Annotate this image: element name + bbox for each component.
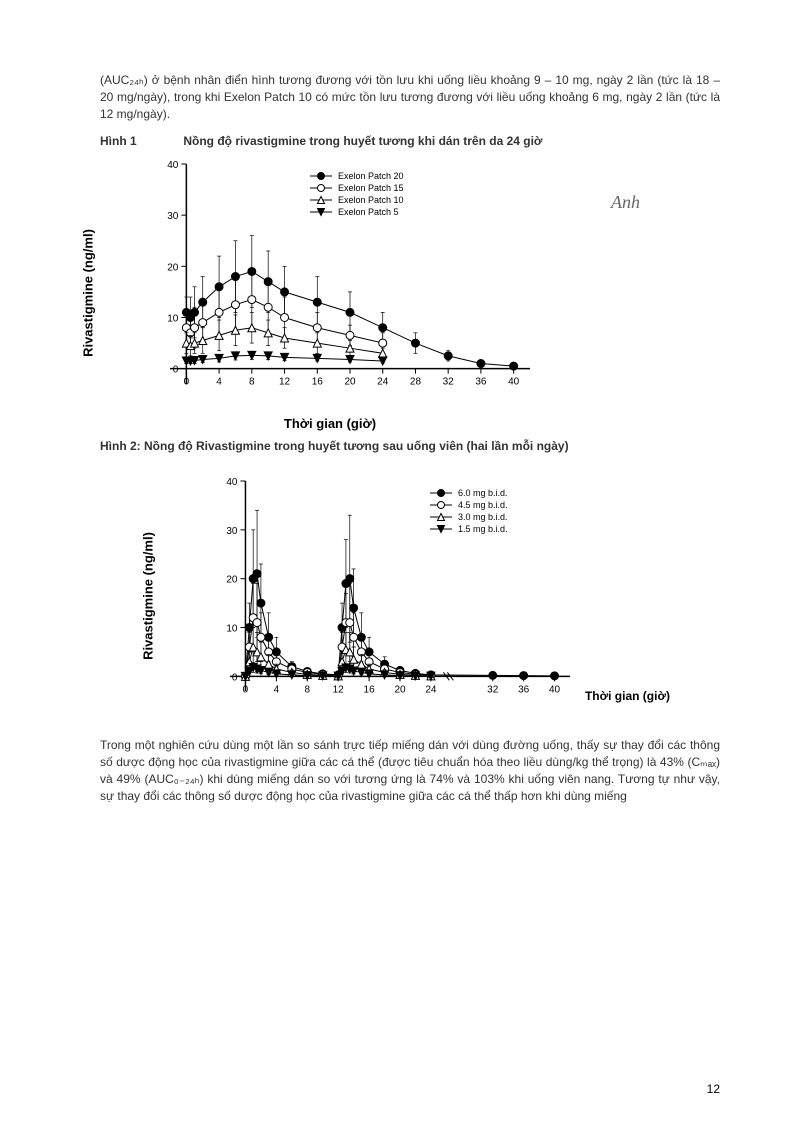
svg-text:Exelon Patch 20: Exelon Patch 20: [338, 171, 404, 181]
fig1-label-prefix: Hình 1: [100, 134, 180, 148]
svg-text:40: 40: [167, 160, 179, 171]
fig2-xlabel: Thời gian (giờ): [585, 689, 670, 703]
svg-text:4: 4: [274, 685, 280, 696]
bottom-paragraph: Trong một nghiên cứu dùng một lần so sán…: [100, 737, 720, 804]
svg-text:20: 20: [394, 685, 406, 696]
svg-text:8: 8: [249, 377, 255, 388]
svg-text:24: 24: [425, 685, 437, 696]
svg-text:40: 40: [549, 685, 561, 696]
svg-text:4.5 mg b.i.d.: 4.5 mg b.i.d.: [458, 500, 508, 510]
svg-text:0: 0: [243, 685, 249, 696]
page: (AUC₂₄ₕ) ở bệnh nhân điển hình tương đươ…: [0, 0, 800, 1126]
svg-text:1.5 mg b.i.d.: 1.5 mg b.i.d.: [458, 524, 508, 534]
fig1-label: Hình 1 Nồng độ rivastigmine trong huyết …: [100, 134, 720, 148]
svg-text:24: 24: [377, 377, 389, 388]
svg-text:36: 36: [518, 685, 530, 696]
svg-text:12: 12: [279, 377, 291, 388]
svg-text:32: 32: [487, 685, 499, 696]
svg-text:0: 0: [232, 673, 238, 684]
svg-text:30: 30: [226, 526, 238, 537]
svg-text:10: 10: [226, 624, 238, 635]
page-number: 12: [707, 1082, 720, 1096]
fig1-svg: 0 10 20 30 40 0 4 8 12 16 20 24 28 32 36 40 Exelon Patch…: [120, 154, 540, 414]
svg-text:20: 20: [226, 575, 238, 586]
svg-text:20: 20: [344, 377, 356, 388]
svg-text:16: 16: [364, 685, 376, 696]
fig1-chart: Rivastigmine (ng/ml) 0102030400481216202…: [120, 154, 540, 431]
svg-text:30: 30: [167, 212, 179, 223]
signature: Anh: [611, 192, 640, 213]
svg-text:6.0 mg b.i.d.: 6.0 mg b.i.d.: [458, 488, 508, 498]
svg-text:20: 20: [167, 263, 179, 274]
top-paragraph: (AUC₂₄ₕ) ở bệnh nhân điển hình tương đươ…: [100, 72, 720, 122]
fig1-label-title: Nồng độ rivastigmine trong huyết tương k…: [183, 134, 542, 148]
svg-text:8: 8: [304, 685, 310, 696]
fig1-ylabel: Rivastigmine (ng/ml): [81, 229, 96, 357]
fig2-chart: Rivastigmine (ng/ml) 0102030400481216202…: [180, 471, 580, 721]
svg-text:40: 40: [226, 477, 238, 488]
fig2-ylabel: Rivastigmine (ng/ml): [141, 532, 156, 660]
fig2-label: Hình 2: Nồng độ Rivastigmine trong huyết…: [100, 439, 720, 453]
fig1-xlabel: Thời gian (giờ): [120, 416, 540, 431]
svg-text:3.0 mg b.i.d.: 3.0 mg b.i.d.: [458, 512, 508, 522]
fig2-svg: 0 10 20 30 40 0 4 8 12 16 20 24 32 36 40 6.0 mg b.i.d. 4…: [180, 471, 580, 721]
svg-text:12: 12: [333, 685, 345, 696]
svg-text:Exelon Patch 5: Exelon Patch 5: [338, 207, 399, 217]
svg-text:16: 16: [312, 377, 324, 388]
svg-text:4: 4: [216, 377, 222, 388]
svg-text:40: 40: [508, 377, 520, 388]
svg-text:0: 0: [184, 377, 190, 388]
svg-text:Exelon Patch 15: Exelon Patch 15: [338, 183, 404, 193]
svg-text:Exelon Patch 10: Exelon Patch 10: [338, 195, 404, 205]
svg-text:36: 36: [475, 377, 487, 388]
svg-text:28: 28: [410, 377, 422, 388]
svg-text:10: 10: [167, 314, 179, 325]
svg-text:0: 0: [173, 365, 179, 376]
svg-text:32: 32: [443, 377, 455, 388]
